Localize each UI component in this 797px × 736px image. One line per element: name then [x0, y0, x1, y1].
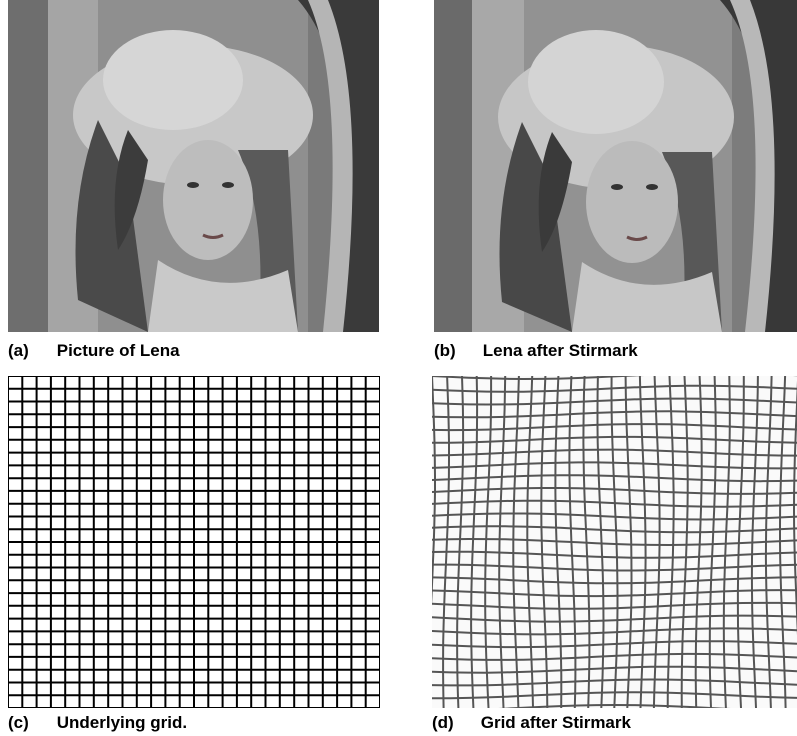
grid-line-horizontal — [432, 601, 797, 610]
grid-line-horizontal — [432, 678, 797, 687]
grid-line-vertical — [456, 376, 465, 708]
grid-line-horizontal — [432, 397, 797, 406]
grid-line-horizontal — [432, 376, 797, 381]
caption-tag-c: (c) — [8, 713, 29, 732]
grid-line-vertical — [652, 376, 661, 708]
grid-line-horizontal — [432, 384, 797, 393]
caption-text-a: Picture of Lena — [56, 341, 180, 360]
grid-line-horizontal — [432, 589, 797, 598]
caption-text-b: Lena after Stirmark — [482, 341, 638, 360]
grid-line-horizontal — [432, 410, 797, 419]
caption-tag-a: (a) — [8, 341, 29, 360]
grid-line-vertical — [610, 376, 619, 708]
caption-b: (b) Lena after Stirmark — [434, 341, 638, 361]
grid-line-vertical — [750, 376, 759, 708]
grid-line-vertical — [779, 376, 787, 708]
grid-line-horizontal — [432, 461, 797, 470]
grid-line-horizontal — [432, 691, 797, 700]
grid-line-vertical — [722, 376, 731, 708]
grid-line-horizontal — [432, 550, 797, 559]
underlying-grid — [8, 376, 380, 708]
lena-photo-a — [8, 0, 379, 332]
caption-c: (c) Underlying grid. — [8, 713, 187, 733]
grid-line-vertical — [792, 380, 797, 636]
grid-line-horizontal — [432, 627, 797, 636]
grid-line-horizontal — [432, 435, 797, 444]
grid-line-vertical — [512, 376, 520, 708]
grid-line-vertical — [432, 376, 436, 607]
grid-line-horizontal — [432, 576, 797, 585]
grid-line-vertical — [470, 376, 479, 708]
grid-line-horizontal — [432, 652, 797, 661]
grid-line-vertical — [526, 376, 534, 708]
grid-line-vertical — [624, 376, 633, 708]
lena-illustration-b — [434, 0, 797, 332]
caption-text-d: Grid after Stirmark — [480, 713, 631, 732]
grid-line-vertical — [540, 376, 549, 708]
grid-line-vertical — [666, 376, 675, 708]
caption-tag-b: (b) — [434, 341, 456, 360]
grid-line-vertical — [764, 376, 773, 708]
grid-line-horizontal — [432, 614, 797, 623]
grid-line-horizontal — [432, 563, 797, 572]
grid-line-vertical — [638, 376, 647, 708]
caption-tag-d: (d) — [432, 713, 454, 732]
grid-line-vertical — [736, 376, 745, 708]
grid-line-vertical — [708, 376, 717, 708]
grid-c-svg — [8, 376, 380, 708]
caption-d: (d) Grid after Stirmark — [432, 713, 631, 733]
grid-line-vertical — [484, 376, 493, 708]
grid-line-vertical — [442, 376, 450, 708]
grid-line-vertical — [680, 376, 689, 708]
grid-line-vertical — [498, 376, 507, 708]
grid-line-vertical — [596, 376, 605, 708]
caption-text-c: Underlying grid. — [56, 713, 188, 732]
grid-line-horizontal — [498, 703, 731, 708]
grid-line-horizontal — [432, 640, 797, 649]
grid-line-horizontal — [432, 537, 797, 547]
lena-illustration-a — [8, 0, 379, 332]
grid-line-vertical — [694, 376, 703, 708]
caption-a: (a) Picture of Lena — [8, 341, 180, 361]
grid-line-horizontal — [432, 665, 797, 674]
grid-line-horizontal — [432, 525, 797, 534]
grid-line-horizontal — [432, 423, 797, 432]
grid-line-horizontal — [432, 448, 797, 457]
grid-d-svg — [432, 376, 797, 708]
lena-photo-b — [434, 0, 797, 332]
grid-after-stirmark — [432, 376, 797, 708]
